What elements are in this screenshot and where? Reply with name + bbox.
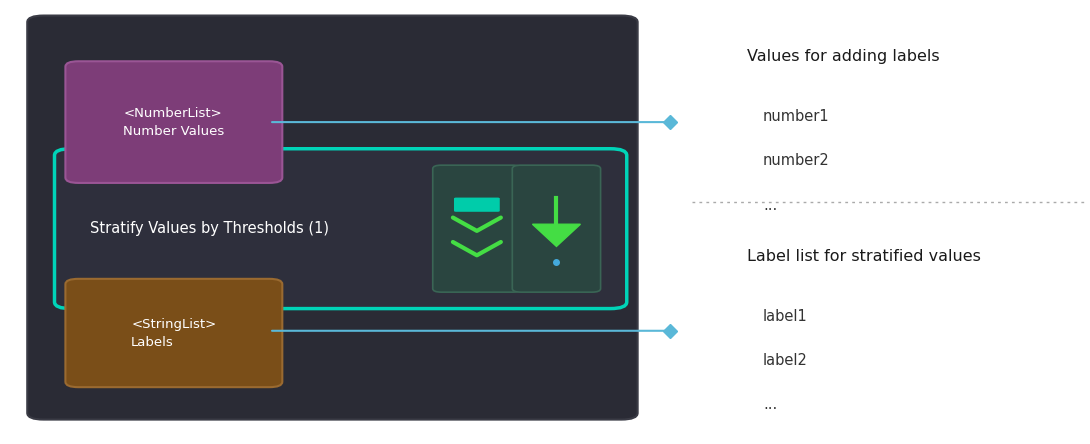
FancyBboxPatch shape (54, 149, 627, 309)
Text: ...: ... (763, 198, 777, 213)
Polygon shape (532, 224, 580, 246)
FancyBboxPatch shape (65, 61, 282, 183)
Text: label2: label2 (763, 353, 808, 368)
FancyBboxPatch shape (433, 165, 521, 292)
Text: <NumberList>
Number Values: <NumberList> Number Values (123, 107, 225, 138)
Text: ...: ... (763, 397, 777, 412)
FancyBboxPatch shape (453, 198, 499, 212)
Text: Stratify Values by Thresholds (1): Stratify Values by Thresholds (1) (90, 221, 329, 236)
Text: number2: number2 (763, 153, 829, 168)
Text: Values for adding labels: Values for adding labels (747, 49, 940, 64)
Text: Label list for stratified values: Label list for stratified values (747, 249, 981, 264)
FancyBboxPatch shape (65, 279, 282, 387)
FancyBboxPatch shape (27, 16, 638, 420)
Text: label1: label1 (763, 309, 808, 324)
Text: <StringList>
Labels: <StringList> Labels (131, 317, 217, 349)
Text: number1: number1 (763, 109, 829, 124)
FancyBboxPatch shape (512, 165, 601, 292)
